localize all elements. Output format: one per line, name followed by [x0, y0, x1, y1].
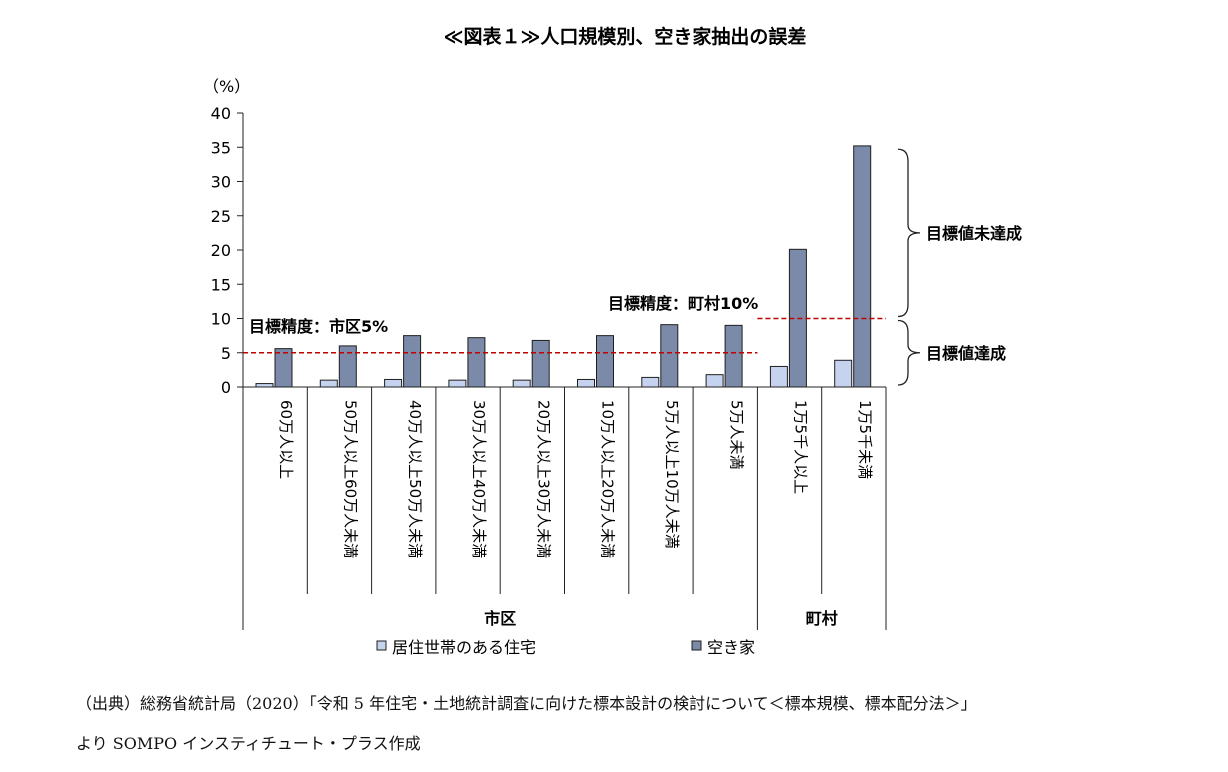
category-label: 40万人以上50万人未満 [406, 400, 424, 558]
chart-title: ≪図表１≫人口規模別、空き家抽出の誤差 [444, 25, 807, 48]
y-tick-label: 20 [211, 241, 231, 260]
target-label: 目標精度：町村10% [608, 294, 758, 313]
brace [897, 148, 921, 318]
legend: 居住世帯のある住宅 空き家 [376, 638, 755, 657]
y-tick-label: 35 [211, 138, 231, 157]
bar-occupied-housing [384, 378, 403, 388]
bar-vacant-house [853, 145, 872, 388]
bar-vacant-house [274, 348, 293, 388]
category-label: 1万5千未満 [856, 400, 874, 479]
bar-vacant-house [724, 324, 743, 388]
legend-swatch [376, 640, 387, 651]
y-tick-label: 25 [211, 207, 231, 226]
y-tick-label: 10 [211, 310, 231, 329]
legend-label: 空き家 [707, 638, 755, 657]
bar-vacant-house [467, 337, 486, 388]
bar-occupied-housing [512, 379, 531, 388]
y-tick-label: 40 [211, 104, 231, 123]
target-lines: 目標精度：市区5% 目標精度：町村10% [243, 294, 886, 354]
category-label: 50万人以上60万人未満 [341, 400, 359, 558]
y-axis: 0 5 10 15 20 25 30 35 40 [211, 104, 244, 397]
bar-occupied-housing [641, 376, 660, 388]
legend-swatch [691, 640, 702, 651]
category-label: 5万人未満 [727, 400, 745, 470]
brace-label: 目標値未達成 [926, 224, 1022, 243]
bar-occupied-housing [769, 365, 788, 388]
group-label: 市区 [484, 609, 516, 628]
y-tick-label: 0 [221, 378, 231, 397]
target-label: 目標精度：市区5% [249, 317, 388, 336]
source-note-line1: （出典）総務省統計局（2020）「令和 5 年住宅・土地統計調査に向けた標本設計… [76, 694, 977, 713]
bar-vacant-house [403, 335, 422, 388]
bar-vacant-house [660, 324, 679, 388]
y-tick-label: 15 [211, 275, 231, 294]
bar-occupied-housing [448, 379, 467, 388]
bar-occupied-housing [834, 359, 853, 388]
category-label: 10万人以上20万人未満 [599, 400, 617, 558]
brace [897, 319, 921, 386]
bar-occupied-housing [319, 379, 338, 388]
y-tick-label: 5 [221, 344, 231, 363]
source-note-line2: より SOMPO インスティチュート・プラス作成 [76, 734, 421, 753]
category-label: 60万人以上 [277, 400, 295, 479]
y-tick-label: 30 [211, 173, 231, 192]
bar-vacant-house [596, 335, 614, 388]
category-label: 20万人以上30万人未満 [534, 400, 552, 558]
bar-vacant-house [531, 339, 550, 388]
category-axis: 60万人以上 50万人以上60万人未満 40万人以上50万人未満 30万人以上40万人… [242, 386, 887, 630]
group-label: 町村 [806, 609, 838, 628]
bar-occupied-housing [255, 383, 274, 388]
bar-occupied-housing [577, 378, 595, 388]
y-axis-unit: （%） [203, 77, 250, 96]
bar-occupied-housing [705, 374, 724, 388]
legend-label: 居住世帯のある住宅 [392, 638, 536, 657]
category-label: 30万人以上40万人未満 [470, 400, 488, 558]
bars [255, 145, 872, 388]
category-label: 1万5千人以上 [792, 400, 810, 494]
category-label: 5万人以上10万人未満 [663, 400, 681, 549]
brace-label: 目標値達成 [926, 344, 1006, 363]
